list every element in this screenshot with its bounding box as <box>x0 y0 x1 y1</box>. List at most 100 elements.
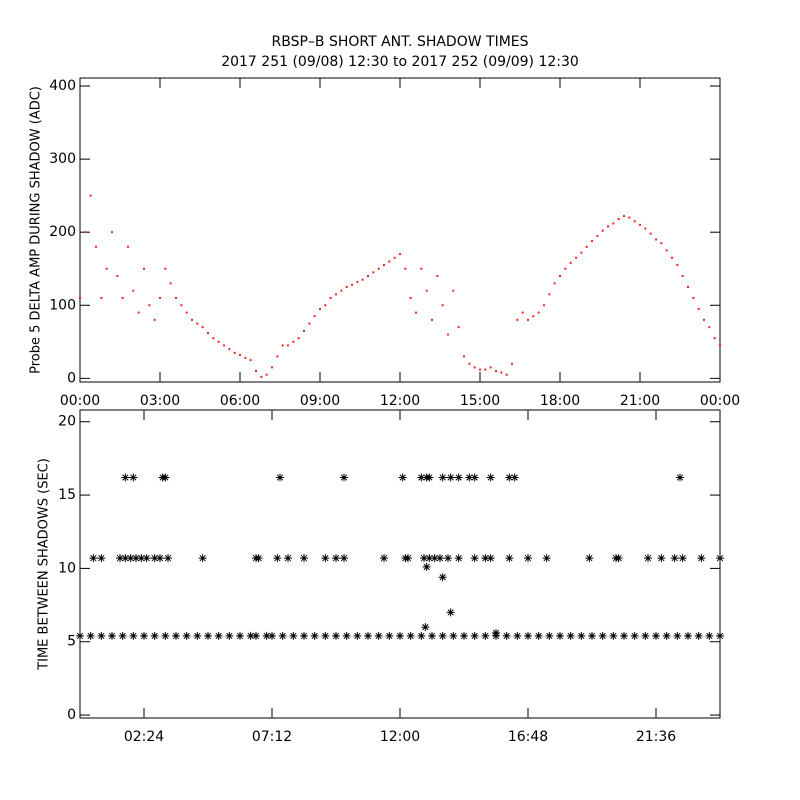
y-tick-label: 0 <box>67 707 76 723</box>
data-point <box>214 631 223 640</box>
data-point <box>444 554 452 563</box>
data-point <box>425 473 434 482</box>
data-point <box>681 275 684 278</box>
data-point <box>212 337 215 340</box>
data-point <box>393 256 396 259</box>
data-point <box>319 307 321 310</box>
data-point <box>249 359 252 362</box>
data-point <box>84 231 87 234</box>
data-point <box>716 631 724 640</box>
data-point <box>273 554 282 563</box>
data-point <box>473 366 476 369</box>
data-point <box>548 293 551 296</box>
data-point <box>566 631 575 640</box>
data-point <box>126 554 135 563</box>
x-tick-label: 12:00 <box>380 393 420 409</box>
data-point <box>161 473 170 482</box>
data-point <box>175 296 177 299</box>
x-tick-label: 21:36 <box>636 729 676 745</box>
data-point <box>649 232 652 235</box>
data-point <box>569 261 572 264</box>
data-point <box>364 631 372 640</box>
data-point <box>537 311 540 314</box>
data-point <box>404 554 412 563</box>
data-point <box>268 631 276 640</box>
data-point <box>121 473 130 482</box>
x-tick-label: 03:00 <box>140 393 180 409</box>
data-point <box>601 229 604 232</box>
x-tick-label: 16:48 <box>508 729 548 745</box>
data-point <box>254 554 263 563</box>
data-point <box>353 631 362 640</box>
data-point <box>588 631 596 640</box>
y-tick-label: 0 <box>67 370 76 386</box>
data-point <box>79 296 81 299</box>
data-point <box>278 631 287 640</box>
data-point <box>271 366 273 369</box>
data-point <box>300 631 308 640</box>
data-point <box>524 554 532 563</box>
x-tick-label: 12:00 <box>380 729 420 745</box>
data-point <box>614 554 623 563</box>
data-point <box>697 554 706 563</box>
data-point <box>292 340 295 343</box>
data-point <box>716 554 724 563</box>
data-point <box>609 631 618 640</box>
data-point <box>185 311 188 314</box>
x-tick-label: 15:00 <box>460 393 500 409</box>
data-point <box>452 289 455 292</box>
data-point <box>438 631 447 640</box>
data-point <box>356 280 359 283</box>
data-point <box>470 554 479 563</box>
data-point <box>641 631 650 640</box>
data-point <box>678 554 687 563</box>
data-point <box>468 362 471 365</box>
data-point <box>132 554 140 563</box>
data-point <box>409 296 412 299</box>
data-point <box>321 631 330 640</box>
data-point <box>417 631 426 640</box>
data-point <box>673 631 682 640</box>
chart-subtitle: 2017 251 (09/08) 12:30 to 2017 252 (09/0… <box>221 54 579 70</box>
data-point <box>630 631 639 640</box>
data-point <box>340 473 348 482</box>
data-point <box>703 318 705 321</box>
data-point <box>687 286 689 288</box>
data-point <box>575 256 577 259</box>
data-point <box>204 631 212 640</box>
data-point <box>719 344 721 347</box>
data-point <box>289 631 298 640</box>
data-point <box>553 282 556 285</box>
data-point <box>76 631 84 640</box>
data-point <box>644 554 652 563</box>
data-point <box>196 322 199 325</box>
data-point <box>425 289 428 292</box>
data-point <box>713 337 716 340</box>
data-point <box>342 631 351 640</box>
data-point <box>441 304 444 307</box>
data-point <box>351 283 353 286</box>
y-tick-label: 400 <box>49 78 76 94</box>
data-point <box>265 373 268 376</box>
data-point <box>422 562 431 571</box>
data-point <box>367 275 369 278</box>
data-point <box>425 554 434 563</box>
data-point <box>436 275 439 278</box>
data-point <box>89 194 92 197</box>
data-point <box>86 631 95 640</box>
data-point <box>598 631 607 640</box>
data-point <box>420 554 428 563</box>
data-point <box>399 253 401 256</box>
data-point <box>164 554 172 563</box>
data-point <box>116 554 124 563</box>
data-point <box>465 473 474 482</box>
data-point <box>484 368 487 371</box>
data-point <box>217 340 220 343</box>
data-point <box>436 554 444 563</box>
data-point <box>95 245 97 248</box>
data-point <box>447 333 449 336</box>
data-point <box>169 282 172 285</box>
data-point <box>140 631 148 640</box>
data-point <box>534 631 543 640</box>
